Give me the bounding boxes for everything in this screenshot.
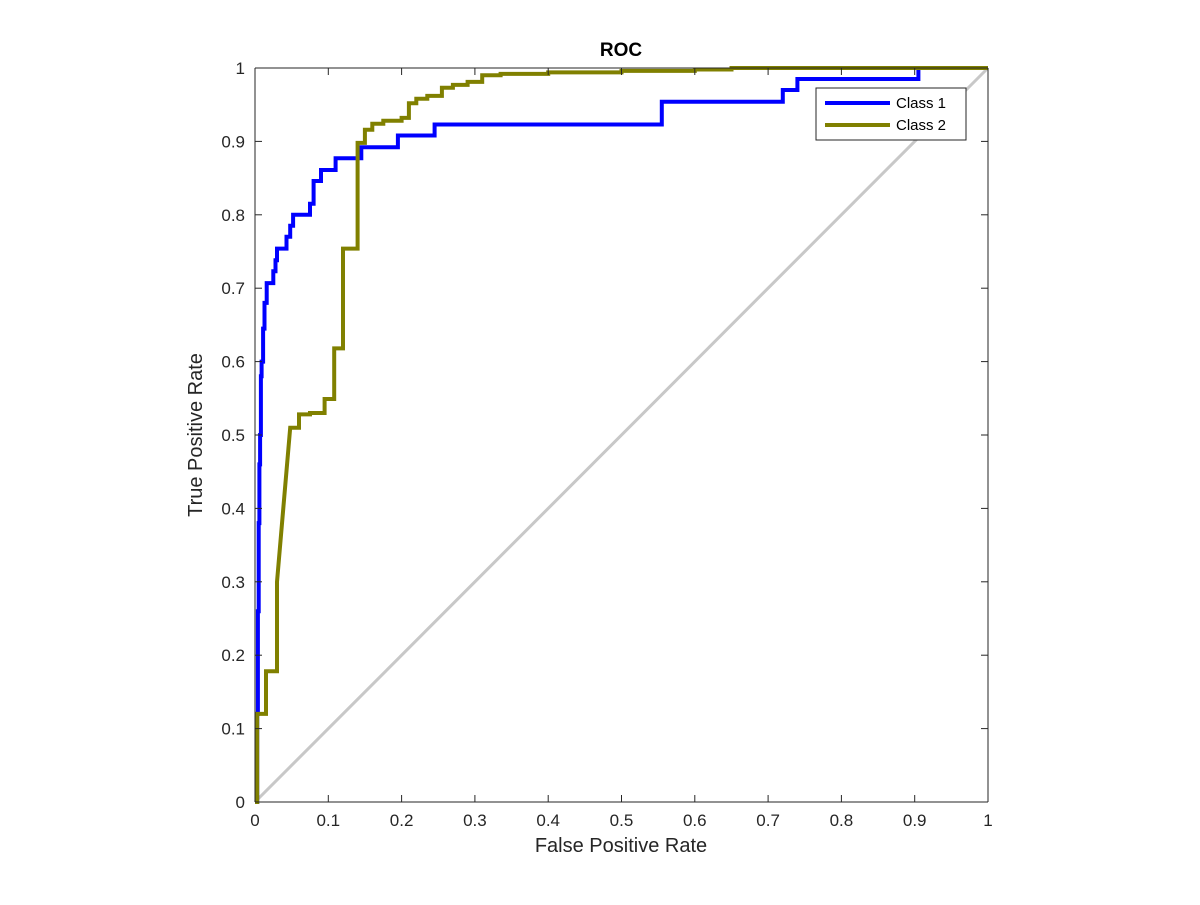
legend-entry-class-2: Class 2 [896,117,946,134]
x-tick-label: 0.5 [610,811,634,830]
y-tick-label: 0.7 [221,279,245,298]
y-tick-label: 1 [236,59,245,78]
y-tick-label: 0.8 [221,206,245,225]
legend-box [815,87,967,141]
series-line-class-2 [255,66,988,804]
x-tick-label: 0.2 [390,811,414,830]
y-tick-label: 0.2 [221,646,245,665]
x-tick-label: 0.9 [903,811,927,830]
y-tick-label: 0.9 [221,132,245,151]
x-tick-label: 0.3 [463,811,487,830]
x-tick-label: 0 [250,811,259,830]
series-layer [255,66,988,804]
y-tick-label: 0 [236,793,245,812]
x-tick-label: 0.4 [536,811,560,830]
legend: Class 1 Class 2 [815,87,967,141]
legend-entry-class-1: Class 1 [896,95,946,112]
y-tick-label: 0.1 [221,720,245,739]
chart-title: ROC [600,40,643,61]
x-tick-label: 0.6 [683,811,707,830]
x-tick-label: 0.7 [756,811,780,830]
x-axis-label: False Positive Rate [535,835,707,857]
y-ticks: 0 0.1 0.2 0.3 0.4 0.5 0.6 0.7 0.8 0.9 1 [221,59,988,812]
y-tick-label: 0.4 [221,499,245,518]
x-tick-label: 0.8 [830,811,854,830]
y-tick-label: 0.6 [221,353,245,372]
x-tick-label: 0.1 [316,811,340,830]
x-tick-label: 1 [983,811,992,830]
y-tick-label: 0.5 [221,426,245,445]
x-ticks: 0 0.1 0.2 0.3 0.4 0.5 0.6 0.7 0.8 0.9 1 [250,68,993,830]
y-axis-label: True Positive Rate [185,353,207,517]
series-line-class-1 [255,66,988,804]
reference-line-layer [253,66,990,804]
y-tick-label: 0.3 [221,573,245,592]
reference-diagonal-line [253,66,990,804]
